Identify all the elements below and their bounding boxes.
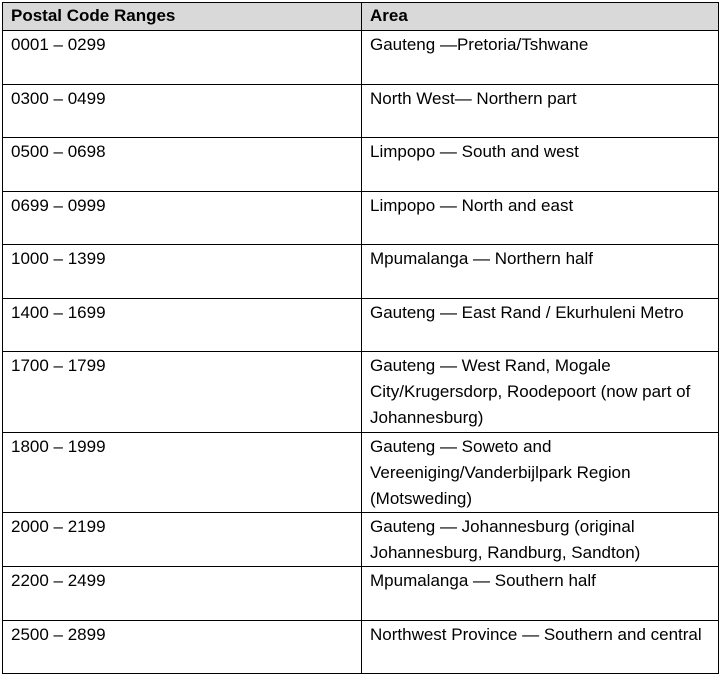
range-cell: 2000 – 2199 xyxy=(2,512,362,567)
range-cell: 0500 – 0698 xyxy=(2,137,362,192)
range-cell: 0699 – 0999 xyxy=(2,190,362,245)
area-cell: Gauteng — West Rand, Mogale City/Krugers… xyxy=(361,351,719,433)
table-row: 0001 – 0299 Gauteng —Pretoria/Tshwane xyxy=(2,30,719,85)
range-cell: 1700 – 1799 xyxy=(2,351,362,433)
area-cell: Limpopo — North and east xyxy=(361,190,719,245)
table-row: 2000 – 2199 Gauteng — Johannesburg (origi… xyxy=(2,512,719,567)
area-cell: North West— Northern part xyxy=(361,83,719,138)
table-row: 0500 – 0698 Limpopo — South and west xyxy=(2,137,719,192)
area-cell: Limpopo — South and west xyxy=(361,137,719,192)
range-cell: 2500 – 2899 xyxy=(2,619,362,674)
table-header: Postal Code Ranges Area xyxy=(2,2,719,31)
header-row: Postal Code Ranges Area xyxy=(2,2,719,31)
table-row: 2200 – 2499 Mpumalanga — Southern half xyxy=(2,566,719,621)
table-row: 2500 – 2899 Northwest Province — Southern… xyxy=(2,619,719,674)
area-cell: Mpumalanga — Southern half xyxy=(361,566,719,621)
area-cell: Gauteng — East Rand / Ekurhuleni Metro xyxy=(361,297,719,352)
table-row: 1400 – 1699 Gauteng — East Rand / Ekurhul… xyxy=(2,297,719,352)
area-cell: Northwest Province — Southern and centra… xyxy=(361,619,719,674)
range-cell: 0001 – 0299 xyxy=(2,30,362,85)
range-cell: 1800 – 1999 xyxy=(2,431,362,513)
area-cell: Gauteng — Soweto and Vereeniging/Vanderb… xyxy=(361,431,719,513)
range-cell: 2200 – 2499 xyxy=(2,566,362,621)
range-cell: 1000 – 1399 xyxy=(2,244,362,299)
header-cell: Area xyxy=(361,2,719,31)
table-row: 1800 – 1999 Gauteng — Soweto and Vereenig… xyxy=(2,431,719,513)
table-body: 0001 – 0299 Gauteng —Pretoria/Tshwane 0300… xyxy=(2,30,719,674)
table-row: 1700 – 1799 Gauteng — West Rand, Mogale C… xyxy=(2,351,719,433)
table-row: 0300 – 0499 North West— Northern part xyxy=(2,83,719,138)
range-cell: 0300 – 0499 xyxy=(2,83,362,138)
area-cell: Gauteng —Pretoria/Tshwane xyxy=(361,30,719,85)
header-cell: Postal Code Ranges xyxy=(2,2,362,31)
range-cell: 1400 – 1699 xyxy=(2,297,362,352)
table-row: 0699 – 0999 Limpopo — North and east xyxy=(2,190,719,245)
table-row: 1000 – 1399 Mpumalanga — Northern half xyxy=(2,244,719,299)
area-cell: Mpumalanga — Northern half xyxy=(361,244,719,299)
area-cell: Gauteng — Johannesburg (original Johanne… xyxy=(361,512,719,567)
